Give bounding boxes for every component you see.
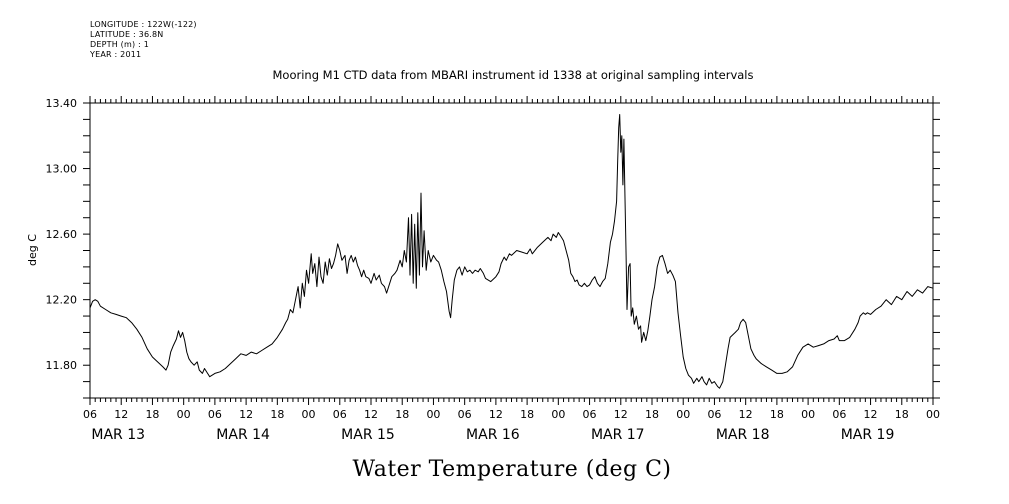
x-tick-label: 12: [364, 408, 378, 421]
x-tick-label: 18: [895, 408, 909, 421]
x-tick-label: 18: [645, 408, 659, 421]
x-tick-label: 18: [145, 408, 159, 421]
metadata-block: LONGITUDE : 122W(-122) LATITUDE : 36.8N …: [90, 20, 197, 60]
x-tick-label: 12: [739, 408, 753, 421]
x-tick-labels: 06 12 18 00 06 12 18 00 06 12 18 00 06 12 18 00 06 12 18 00…: [83, 408, 940, 421]
x-tick-label: 18: [395, 408, 409, 421]
x-tick-label: 00: [426, 408, 440, 421]
y-tick-label: 11.80: [46, 359, 78, 372]
x-tick-label: 12: [614, 408, 628, 421]
x-tick-label: 12: [114, 408, 128, 421]
y-tick-label: 13.40: [46, 97, 78, 110]
x-tick-label: 06: [707, 408, 721, 421]
day-label: MAR 16: [466, 427, 520, 443]
x-tick-label: 00: [926, 408, 940, 421]
x-tick-label: 00: [801, 408, 815, 421]
x-tick-label: 06: [208, 408, 222, 421]
day-label: MAR 13: [91, 427, 145, 443]
latitude-text: LATITUDE : 36.8N: [90, 30, 164, 39]
day-label: MAR 14: [216, 427, 270, 443]
depth-text: DEPTH (m) : 1: [90, 40, 149, 49]
y-tick-label: 13.00: [46, 163, 78, 176]
x-tick-label: 18: [770, 408, 784, 421]
day-label: MAR 17: [591, 427, 645, 443]
x-axis-label: Water Temperature (deg C): [353, 457, 672, 482]
x-tick-label: 00: [302, 408, 316, 421]
y-tick-label: 12.20: [46, 294, 78, 307]
year-text: YEAR : 2011: [90, 50, 142, 59]
day-label: MAR 18: [716, 427, 770, 443]
chart-title: Mooring M1 CTD data from MBARI instrumen…: [273, 68, 754, 82]
longitude-text: LONGITUDE : 122W(-122): [90, 20, 197, 29]
day-label: MAR 15: [341, 427, 395, 443]
x-tick-label: 00: [177, 408, 191, 421]
day-label: MAR 19: [841, 427, 895, 443]
x-tick-label: 06: [832, 408, 846, 421]
x-tick-label: 12: [489, 408, 503, 421]
temperature-series-line: [89, 114, 934, 389]
x-tick-label: 06: [583, 408, 597, 421]
x-tick-label: 18: [270, 408, 284, 421]
day-labels: MAR 13 MAR 14 MAR 15 MAR 16 MAR 17 MAR 18 MAR …: [91, 427, 894, 443]
x-tick-label: 00: [676, 408, 690, 421]
x-tick-label: 12: [864, 408, 878, 421]
x-tick-label: 12: [239, 408, 253, 421]
x-tick-label: 06: [83, 408, 97, 421]
y-tick-labels: 11.80 12.20 12.60 13.00 13.40: [46, 97, 78, 372]
y-tick-label: 12.60: [46, 228, 78, 241]
x-tick-label: 18: [520, 408, 534, 421]
x-tick-label: 06: [458, 408, 472, 421]
plot-frame: [89, 102, 934, 399]
tick-layer: [83, 96, 940, 405]
x-tick-label: 06: [333, 408, 347, 421]
x-tick-label: 00: [551, 408, 565, 421]
y-axis-label: deg C: [26, 234, 39, 266]
